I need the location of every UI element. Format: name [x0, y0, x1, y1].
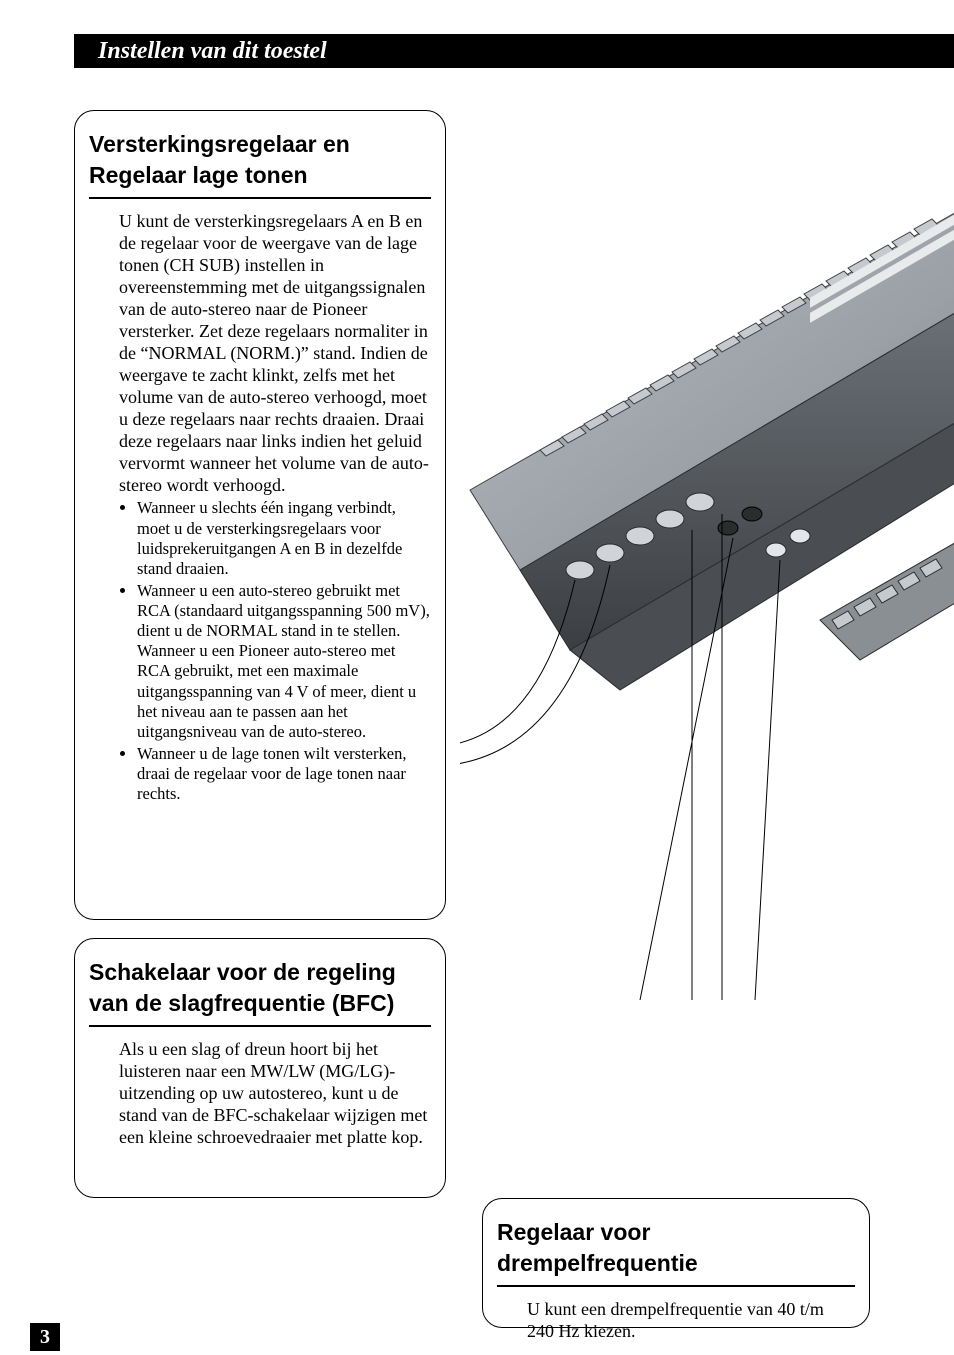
section-bfc: Schakelaar voor de regeling van de slagf… [74, 938, 446, 1198]
page-number: 3 [30, 1323, 60, 1351]
section1-bullet: Wanneer u slechts één ingang verbindt, m… [137, 498, 431, 579]
amplifier-illustration [460, 170, 954, 1000]
section1-heading: Versterkingsregelaar en Regelaar lage to… [89, 129, 431, 199]
section-gain-bass: Versterkingsregelaar en Regelaar lage to… [74, 110, 446, 920]
section1-bullet: Wanneer u de lage tonen wilt versterken,… [137, 744, 431, 804]
section3-heading: Regelaar voor drempelfrequentie [497, 1217, 855, 1287]
section-cutoff: Regelaar voor drempelfrequentie U kunt e… [482, 1198, 870, 1328]
page-number-text: 3 [40, 1326, 50, 1349]
section1-bullets: Wanneer u slechts één ingang verbindt, m… [119, 498, 431, 804]
section2-heading: Schakelaar voor de regeling van de slagf… [89, 957, 431, 1027]
page-header-title: Instellen van dit toestel [98, 38, 327, 65]
page-header: Instellen van dit toestel [74, 34, 954, 68]
section3-paragraph: U kunt een drempelfrequentie van 40 t/m … [527, 1299, 855, 1343]
section1-paragraph: U kunt de versterkingsregelaars A en B e… [119, 211, 431, 496]
section1-bullet: Wanneer u een auto-stereo gebruikt met R… [137, 581, 431, 742]
section2-paragraph: Als u een slag of dreun hoort bij het lu… [119, 1039, 431, 1149]
amplifier-svg [460, 170, 954, 1000]
